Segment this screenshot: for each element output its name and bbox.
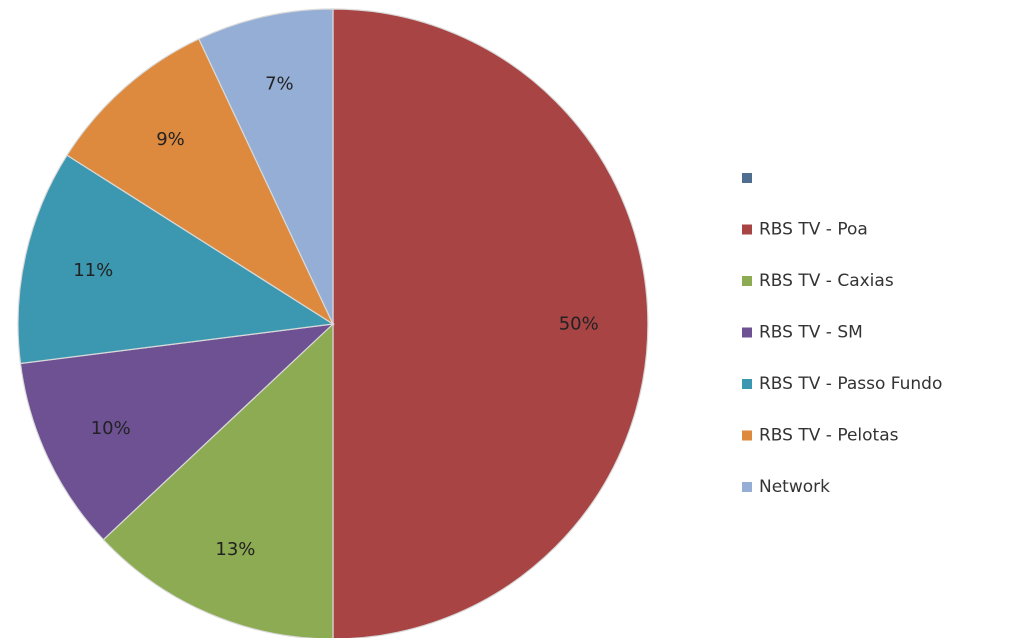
legend-swatch-4 xyxy=(742,379,752,389)
legend-swatch-1 xyxy=(742,224,752,235)
legend-label-2: RBS TV - Caxias xyxy=(759,271,894,291)
legend-swatch-6 xyxy=(742,482,752,492)
legend-swatch-5 xyxy=(742,430,752,441)
slice-label-6: 7% xyxy=(265,74,294,95)
legend-label-1: RBS TV - Poa xyxy=(759,220,868,240)
slice-label-3: 10% xyxy=(91,418,131,439)
pie-slice-1 xyxy=(332,8,649,638)
slice-label-4: 11% xyxy=(73,260,113,281)
pie-slice-2 xyxy=(102,322,334,638)
legend: RBS TV - Poa RBS TV - Caxias RBS TV - SM RB… xyxy=(742,173,942,497)
legend-label-4: RBS TV - Passo Fundo xyxy=(759,374,942,394)
legend-label-6: Network xyxy=(759,477,830,497)
pie-slice-5 xyxy=(66,38,335,326)
legend-swatch-2 xyxy=(742,276,752,286)
slice-label-1: 50% xyxy=(559,314,599,335)
pie-slices xyxy=(17,8,649,638)
slice-label-5: 9% xyxy=(156,129,185,150)
pie-slice-labels: 50% 13% 10% 11% 9% 7% xyxy=(73,74,599,560)
legend-swatch-0 xyxy=(742,173,752,183)
pie-slice-3 xyxy=(19,323,335,541)
legend-swatch-3 xyxy=(742,327,752,338)
pie-slice-4 xyxy=(17,154,335,365)
legend-label-5: RBS TV - Pelotas xyxy=(759,426,899,446)
pie-slice-6 xyxy=(198,8,334,325)
slice-label-2: 13% xyxy=(215,539,255,560)
legend-label-3: RBS TV - SM xyxy=(759,323,863,343)
